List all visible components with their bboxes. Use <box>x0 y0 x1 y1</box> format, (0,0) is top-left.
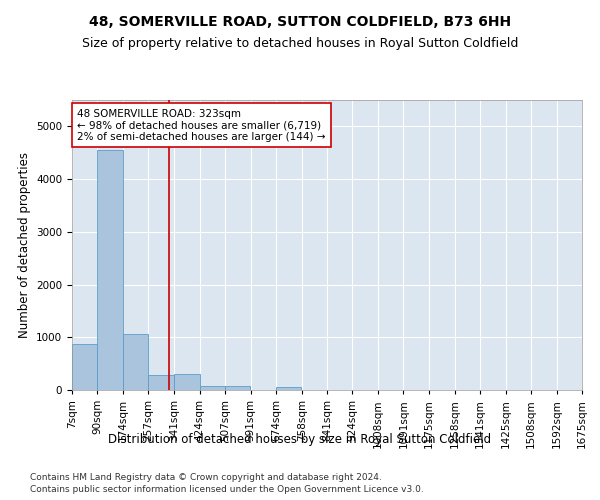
Text: Contains HM Land Registry data © Crown copyright and database right 2024.: Contains HM Land Registry data © Crown c… <box>30 472 382 482</box>
Bar <box>199 386 225 390</box>
Bar <box>225 386 250 390</box>
Y-axis label: Number of detached properties: Number of detached properties <box>17 152 31 338</box>
Bar <box>97 150 123 390</box>
Bar <box>148 374 174 390</box>
Bar <box>174 374 199 390</box>
Bar <box>123 334 148 390</box>
Text: Distribution of detached houses by size in Royal Sutton Coldfield: Distribution of detached houses by size … <box>109 432 491 446</box>
Text: 48 SOMERVILLE ROAD: 323sqm
← 98% of detached houses are smaller (6,719)
2% of se: 48 SOMERVILLE ROAD: 323sqm ← 98% of deta… <box>77 108 326 142</box>
Bar <box>72 344 97 390</box>
Bar <box>276 388 301 390</box>
Text: Contains public sector information licensed under the Open Government Licence v3: Contains public sector information licen… <box>30 485 424 494</box>
Text: 48, SOMERVILLE ROAD, SUTTON COLDFIELD, B73 6HH: 48, SOMERVILLE ROAD, SUTTON COLDFIELD, B… <box>89 15 511 29</box>
Text: Size of property relative to detached houses in Royal Sutton Coldfield: Size of property relative to detached ho… <box>82 38 518 51</box>
